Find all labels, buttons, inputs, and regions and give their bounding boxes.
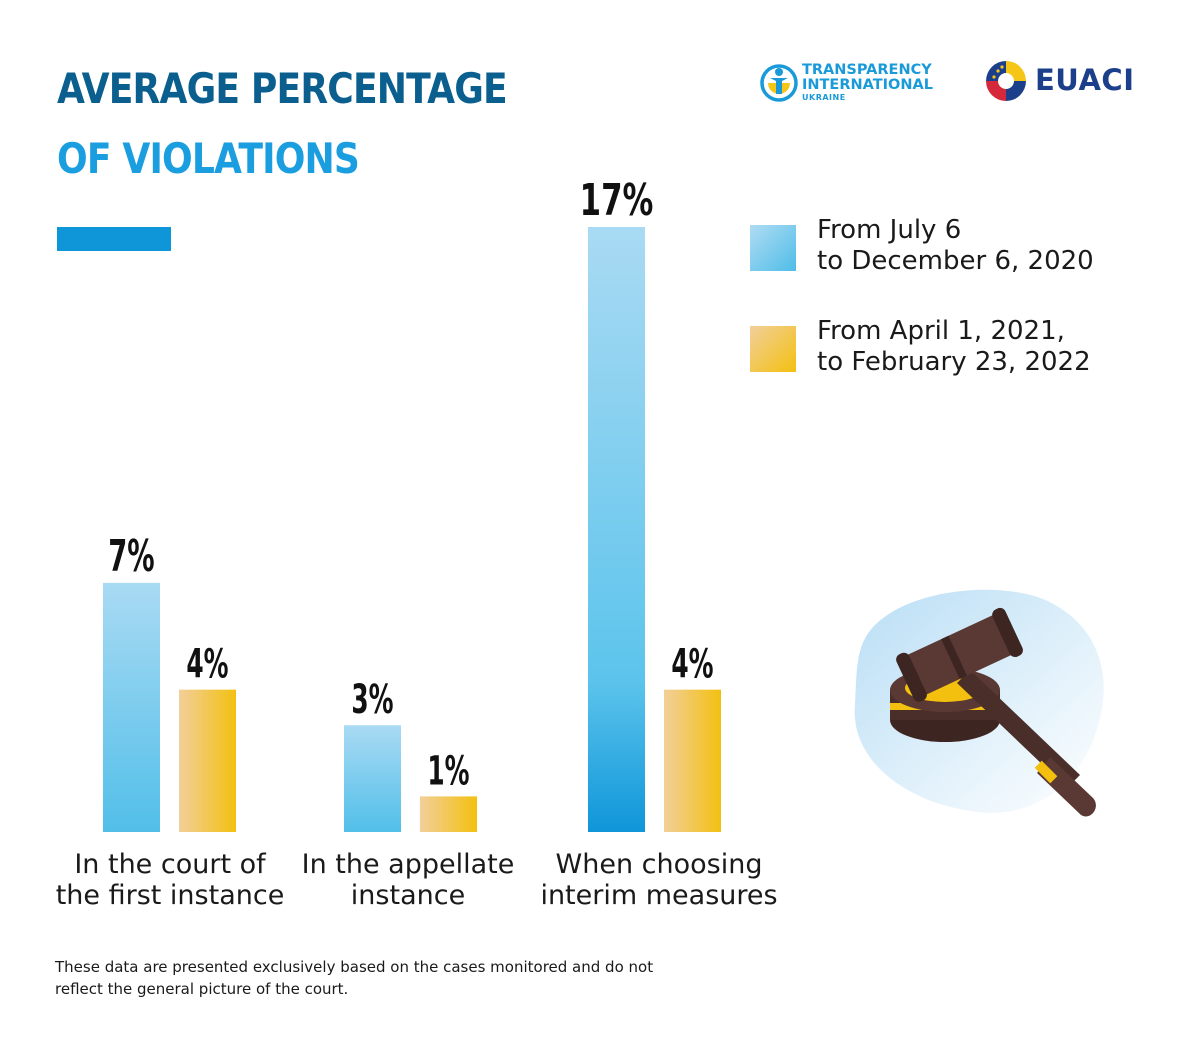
ti-logo-subtitle: UKRAINE [802, 93, 846, 102]
legend-swatch-period-2020 [750, 225, 796, 271]
bar-series1-cat3 [588, 227, 645, 832]
bar-series1-cat1 [103, 582, 160, 832]
data-label-series1-cat1: 7% [108, 531, 154, 582]
bar-series2-cat2 [420, 796, 477, 832]
bar-series2-cat3 [664, 689, 721, 832]
ti-logo-text: TRANSPARENCY INTERNATIONAL [802, 62, 933, 93]
category-label-2: In the appellate instance [302, 849, 515, 911]
category-label-1: In the court of the first instance [56, 849, 285, 911]
ti-emblem-icon [760, 64, 798, 102]
data-label-series2-cat1: 4% [186, 642, 228, 688]
euaci-logo-text: EUACI [1035, 63, 1135, 97]
data-label-series1-cat3: 17% [580, 175, 654, 226]
title-accent-bar [57, 227, 171, 251]
page-title-line2: OF VIOLATIONS [57, 134, 360, 183]
data-label-series1-cat2: 3% [351, 677, 393, 723]
bar-series2-cat1 [179, 689, 236, 832]
legend-entry-period-2020: From July 6 to December 6, 2020 [817, 215, 1094, 276]
euaci-emblem-icon [986, 61, 1026, 101]
data-label-series2-cat2: 1% [427, 748, 469, 794]
gavel-illustration [845, 585, 1135, 830]
footnote: These data are presented exclusively bas… [55, 958, 654, 998]
legend-swatch-period-2021-2022 [750, 326, 796, 372]
euaci-logo: EUACI [983, 59, 1153, 103]
bar-series1-cat2 [344, 725, 401, 832]
legend-entry-period-2021-2022: From April 1, 2021, to February 23, 2022 [817, 316, 1091, 377]
bar-chart: 7% 3% 17% 4% 1% 4% In the court of the first i… [56, 175, 778, 911]
category-label-3: When choosing interim measures [540, 849, 777, 911]
page-title-line1: AVERAGE PERCENTAGE [57, 64, 508, 113]
gavel-icon [854, 589, 1104, 817]
data-label-series2-cat3: 4% [671, 642, 713, 688]
transparency-international-logo: TRANSPARENCY INTERNATIONAL UKRAINE [760, 62, 950, 104]
